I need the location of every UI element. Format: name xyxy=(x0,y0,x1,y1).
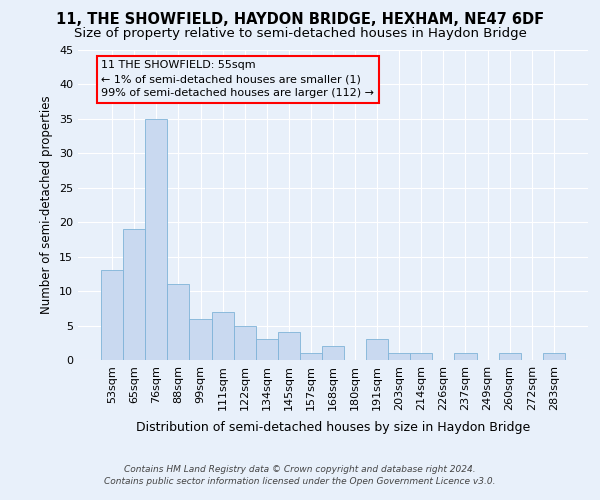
Bar xyxy=(101,270,123,360)
Bar xyxy=(300,353,322,360)
Text: 11, THE SHOWFIELD, HAYDON BRIDGE, HEXHAM, NE47 6DF: 11, THE SHOWFIELD, HAYDON BRIDGE, HEXHAM… xyxy=(56,12,544,28)
Bar xyxy=(123,229,145,360)
X-axis label: Distribution of semi-detached houses by size in Haydon Bridge: Distribution of semi-detached houses by … xyxy=(136,421,530,434)
Bar xyxy=(543,353,565,360)
Bar xyxy=(410,353,433,360)
Bar xyxy=(256,340,278,360)
Text: Size of property relative to semi-detached houses in Haydon Bridge: Size of property relative to semi-detach… xyxy=(74,28,526,40)
Bar xyxy=(278,332,300,360)
Bar xyxy=(212,312,233,360)
Bar xyxy=(388,353,410,360)
Bar xyxy=(233,326,256,360)
Text: 11 THE SHOWFIELD: 55sqm
← 1% of semi-detached houses are smaller (1)
99% of semi: 11 THE SHOWFIELD: 55sqm ← 1% of semi-det… xyxy=(101,60,374,98)
Y-axis label: Number of semi-detached properties: Number of semi-detached properties xyxy=(40,96,53,314)
Bar xyxy=(499,353,521,360)
Text: Contains HM Land Registry data © Crown copyright and database right 2024.
Contai: Contains HM Land Registry data © Crown c… xyxy=(104,464,496,486)
Bar xyxy=(454,353,476,360)
Bar xyxy=(145,119,167,360)
Bar xyxy=(366,340,388,360)
Bar xyxy=(322,346,344,360)
Bar xyxy=(190,318,212,360)
Bar xyxy=(167,284,190,360)
